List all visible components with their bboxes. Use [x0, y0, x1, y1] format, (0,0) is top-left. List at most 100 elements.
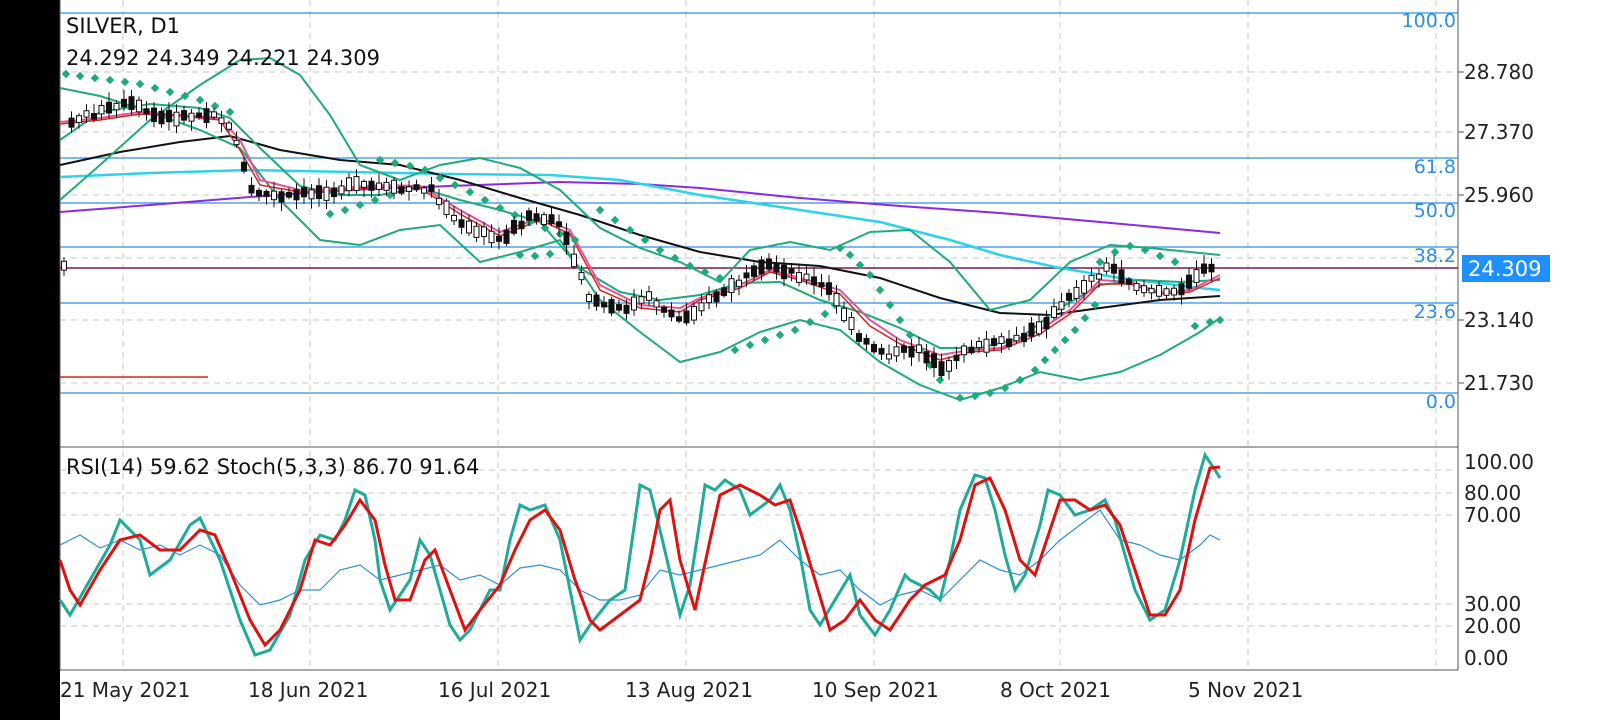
candle-body	[908, 345, 915, 358]
candle-body	[563, 231, 570, 246]
sar-dot	[210, 101, 220, 111]
ema-red-line	[59, 113, 1221, 361]
candle-body	[376, 182, 382, 190]
candle-body	[533, 213, 540, 222]
fib-label-38-2: 38.2	[1414, 245, 1456, 267]
sar-dot	[495, 203, 505, 213]
sar-dot	[970, 391, 980, 401]
fibonacci-lines[interactable]	[60, 12, 1458, 394]
price-tick: 27.370	[1464, 120, 1534, 144]
candle-body	[818, 282, 825, 288]
candle-body	[1178, 282, 1185, 296]
sar-dot	[905, 330, 915, 340]
candle-body	[721, 287, 727, 297]
sar-dot	[855, 260, 865, 270]
candle-body	[691, 305, 697, 321]
sar-dot	[935, 375, 945, 385]
candle-body	[61, 260, 67, 271]
current-price-label: 24.309	[1468, 257, 1541, 281]
candle-body	[968, 346, 975, 354]
candle-body	[608, 299, 615, 314]
fib-label-0: 0.0	[1426, 391, 1456, 413]
fib-label-23-6: 23.6	[1414, 301, 1456, 323]
candle-body	[1058, 301, 1065, 310]
time-axis: 21 May 2021 18 Jun 2021 16 Jul 2021 13 A…	[60, 678, 1303, 702]
price-tick: 25.960	[1464, 183, 1534, 207]
candle-body	[1193, 269, 1200, 283]
candle-body	[443, 200, 450, 216]
candle-body	[638, 296, 645, 304]
candle-body	[916, 344, 922, 353]
candle-body	[76, 115, 82, 124]
candle-body	[173, 111, 180, 127]
candlesticks[interactable]	[61, 89, 1215, 380]
candle-body	[856, 333, 862, 342]
sar-dot	[370, 195, 380, 205]
sar-dot	[180, 91, 190, 101]
sar-dot	[1050, 345, 1060, 355]
candle-body	[83, 110, 90, 118]
candle-body	[526, 210, 532, 221]
sar-dot	[61, 69, 71, 79]
candle-body	[571, 253, 577, 268]
sar-dot	[435, 173, 445, 183]
candle-body	[668, 309, 675, 318]
ma-cyan-line	[59, 168, 1221, 292]
candle-body	[1043, 316, 1050, 330]
rsi-line	[59, 509, 1221, 606]
candle-body	[488, 230, 495, 244]
sar-dot	[75, 71, 85, 81]
candle-body	[788, 268, 795, 274]
candle-body	[331, 187, 337, 198]
candle-body	[1021, 332, 1027, 343]
candle-body	[1066, 292, 1072, 301]
sar-dot	[355, 200, 365, 210]
candle-body	[938, 361, 945, 376]
sar-dot	[985, 388, 995, 398]
candle-body	[773, 262, 780, 273]
candle-body	[481, 226, 487, 238]
candle-body	[121, 98, 127, 108]
candle-body	[803, 273, 810, 281]
fib-label-100: 100.0	[1402, 10, 1456, 32]
sar-dot	[1205, 317, 1215, 327]
candle-body	[976, 341, 982, 349]
candle-body	[106, 101, 112, 114]
candle-body	[428, 184, 435, 193]
candle-body	[241, 161, 247, 172]
sar-dot	[1090, 300, 1100, 310]
sar-dot	[745, 340, 755, 350]
stoch-signal-line	[58, 465, 1221, 648]
sar-dot	[730, 345, 740, 355]
sar-dot	[895, 315, 905, 325]
candle-body	[398, 186, 405, 194]
time-label: 18 Jun 2021	[248, 678, 368, 702]
sar-dot	[805, 317, 815, 327]
candle-body	[983, 338, 990, 353]
candle-body	[1156, 284, 1162, 297]
sar-dot	[450, 180, 460, 190]
sar-dot	[1215, 315, 1225, 325]
candle-body	[421, 187, 427, 194]
sar-dot	[820, 309, 830, 319]
candle-body	[166, 109, 172, 123]
candle-body	[623, 304, 630, 314]
fib-label-61-8: 61.8	[1414, 156, 1456, 178]
candle-body	[518, 220, 525, 230]
candle-body	[248, 184, 255, 194]
candle-body	[368, 180, 375, 191]
candle-body	[991, 338, 997, 347]
candle-body	[413, 184, 420, 191]
candle-body	[136, 99, 142, 113]
indicator-tick: 30.00	[1464, 592, 1521, 616]
sar-dot	[1190, 321, 1200, 331]
sar-dot	[885, 300, 895, 310]
current-price-badge	[1462, 255, 1550, 282]
sar-dot	[225, 107, 235, 117]
candle-body	[1096, 273, 1102, 280]
sar-dot	[325, 209, 335, 219]
indicator-label: RSI(14) 59.62 Stoch(5,3,3) 86.70 91.64	[66, 455, 479, 479]
candle-body	[1118, 269, 1125, 284]
candle-body	[631, 296, 637, 311]
